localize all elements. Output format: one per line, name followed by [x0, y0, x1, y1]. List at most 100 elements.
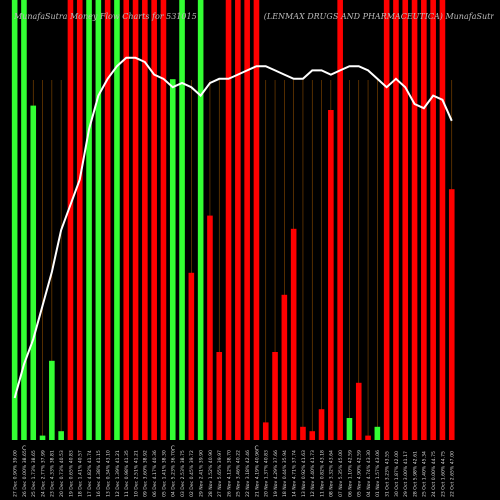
x-tick-label: 20 Nov 1.37% 40.83	[264, 450, 270, 497]
bar-40	[383, 0, 390, 440]
x-tick-label: 14 Nov 4.71% 37.74	[291, 450, 297, 497]
bar-19	[188, 272, 195, 440]
bar-42	[402, 0, 409, 440]
x-tick-label: 23 Oct 1.60% 44.75	[440, 451, 446, 497]
x-tick-label: 04 Nov 4.74% 43.30	[366, 450, 372, 497]
bar-39	[374, 426, 381, 440]
marker-label: C	[171, 445, 175, 452]
bar-31	[300, 426, 306, 440]
bar-16	[160, 0, 167, 440]
bar-14	[142, 0, 148, 440]
bar-6	[67, 0, 74, 440]
x-tick-label: 11 Nov 0.82% 43.18	[319, 450, 325, 497]
bar-8	[86, 0, 92, 440]
x-tick-label: 25 Nov 3.46% 40.22	[236, 450, 242, 497]
marker-label: C	[22, 445, 26, 452]
marker-label: C	[254, 445, 258, 452]
x-tick-label: 05 Dec 1.41% 38.30	[161, 450, 167, 497]
bar-43	[411, 0, 418, 440]
x-tick-label: 12 Nov 4.40% 41.73	[310, 450, 316, 497]
bar-21	[207, 215, 213, 440]
bar-32	[309, 431, 316, 440]
x-tick-label: 08 Nov 3.32% 43.64	[329, 450, 335, 497]
bar-26	[253, 0, 260, 440]
bar-41	[393, 0, 399, 440]
bar-36	[346, 418, 353, 440]
x-tick-label: 22 Oct 2.65% 47.00	[450, 451, 456, 497]
x-tick-label: 06 Nov 1.10% 42.59	[347, 450, 353, 497]
x-tick-label: 31 Oct 3.23% 43.55	[384, 451, 390, 497]
x-tick-label: 18 Nov 0.44% 35.94	[282, 450, 288, 497]
bar-44	[421, 0, 427, 440]
x-tick-label: 07 Nov 5.35% 45.00	[338, 450, 344, 497]
x-tick-label: 28 Nov 1.52% 40.90	[208, 450, 214, 497]
x-tick-label: 24 Oct 0.00% 44.75	[431, 451, 437, 497]
x-tick-label: 18 Dec 1.41% 40.57	[78, 450, 84, 497]
bar-3	[39, 435, 46, 440]
bar-2	[30, 105, 37, 440]
bar-45	[430, 0, 436, 440]
x-tick-label: 21 Nov 4.19% 40.96	[254, 450, 260, 497]
x-tick-label: 19 Nov 4.29% 37.66	[273, 450, 279, 497]
x-tick-label: 11 Dec 0.98% 41.35	[124, 450, 130, 497]
x-tick-label: 24 Dec 2.77% 37.99	[40, 450, 46, 497]
x-tick-label: 23 Dec 4.33% 38.81	[50, 450, 56, 497]
x-tick-label: 25 Dec 1.73% 38.65	[31, 450, 37, 497]
x-axis-labels: 27 Dec 0.90% 39.00 26 Dec 0.00% 38.65 25 …	[12, 450, 455, 497]
bar-10	[104, 0, 111, 440]
x-tick-label: 17 Dec 4.82% 41.74	[87, 450, 93, 497]
bar-38	[365, 435, 371, 440]
x-tick-label: 01 Nov 1.57% 43.06	[375, 450, 381, 497]
x-tick-label: 02 Dec 0.45% 39.72	[189, 450, 195, 497]
bar-24	[235, 0, 241, 440]
bar-5	[58, 431, 64, 440]
bar-4	[49, 360, 55, 440]
bar-30	[290, 228, 297, 440]
x-tick-label: 26 Nov 4.12% 38.70	[226, 450, 232, 497]
chart-title-row: MunafaSutra Money Flow Charts for 531015…	[14, 12, 494, 21]
bar-23	[225, 0, 232, 440]
chart-subtitle: (LENMAX DRUGS AND PHARMACEUTICA) MunafaS…	[263, 12, 494, 21]
bar-7	[76, 0, 83, 440]
x-tick-label: 30 Oct 1.87% 42.00	[394, 451, 400, 497]
bar-37	[355, 382, 362, 440]
bar-9	[95, 0, 102, 440]
x-tick-label: 25 Oct 1.40% 45.34	[422, 451, 428, 497]
x-tick-label: 13 Nov 0.92% 41.63	[301, 450, 307, 497]
bar-22	[216, 352, 223, 440]
x-tick-label: 29 Nov 2.41% 39.90	[198, 450, 204, 497]
bar-12	[123, 0, 130, 440]
x-tick-label: 19 Dec 0.65% 40.83	[68, 450, 74, 497]
x-tick-label: 09 Dec 3.60% 38.92	[143, 450, 149, 497]
x-tick-label: 22 Nov 3.18% 42.46	[245, 450, 251, 497]
bars-group	[11, 0, 455, 440]
bar-11	[114, 0, 120, 440]
x-tick-label: 28 Oct 5.98% 42.61	[412, 451, 418, 497]
bar-0	[11, 0, 18, 440]
bar-18	[179, 0, 185, 440]
x-tick-label: 16 Dec 4.38% 41.15	[96, 450, 102, 497]
bar-15	[151, 0, 157, 440]
bar-47	[448, 189, 455, 440]
x-tick-label: 10 Dec 2.51% 41.21	[133, 450, 139, 497]
bar-34	[328, 110, 334, 440]
x-tick-label: 27 Dec 0.90% 39.00	[12, 450, 18, 497]
bar-17	[169, 79, 176, 440]
x-tick-label: 06 Dec 4.17% 40.36	[152, 450, 158, 497]
x-tick-label: 12 Dec 1.39% 41.21	[115, 450, 121, 497]
x-tick-label: 05 Nov 4.90% 42.59	[357, 450, 363, 497]
bar-35	[337, 0, 343, 440]
bar-1	[21, 0, 27, 440]
bar-46	[439, 0, 446, 440]
x-tick-label: 27 Nov 5.65% 39.97	[217, 450, 223, 497]
x-tick-label: 29 Oct 3.00% 41.17	[403, 451, 409, 497]
bar-20	[197, 0, 204, 440]
bar-25	[244, 0, 250, 440]
x-tick-label: 04 Dec 5.23% 36.70	[171, 450, 177, 497]
price-line	[13, 56, 453, 399]
bar-33	[318, 409, 325, 440]
bar-27	[262, 422, 269, 440]
bar-29	[281, 294, 288, 440]
